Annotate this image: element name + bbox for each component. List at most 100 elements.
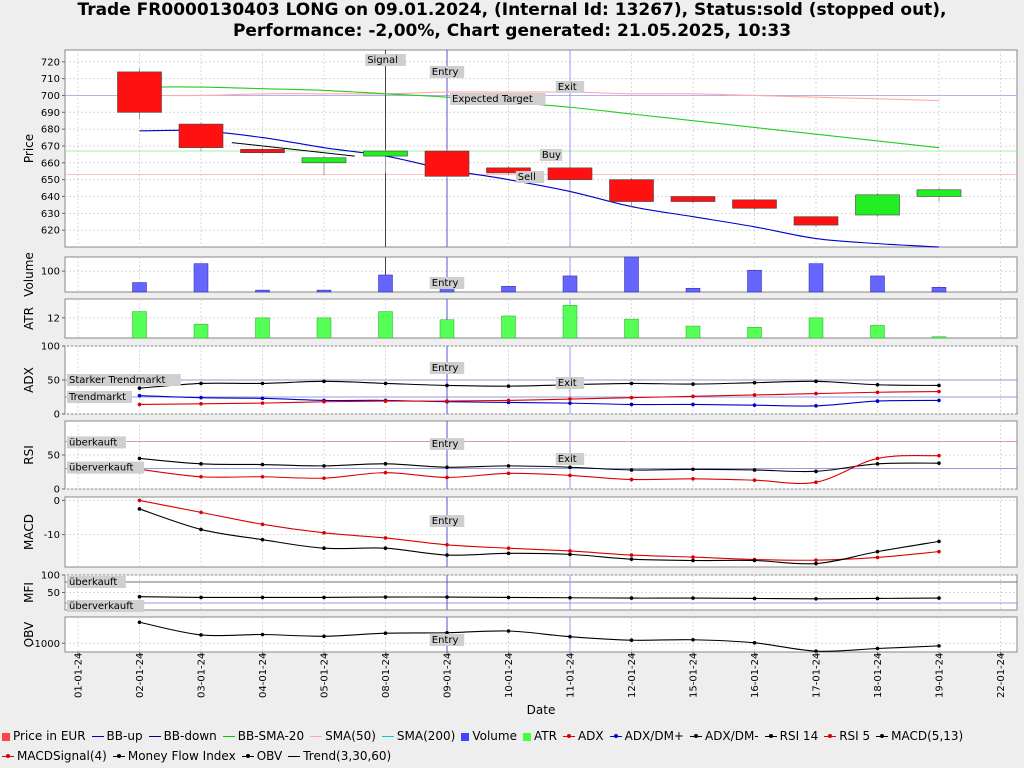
legend-label: BB-SMA-20	[237, 729, 305, 743]
atr-bar	[255, 317, 270, 339]
x-tick-label: 19-01-24	[935, 653, 946, 698]
rsi5-line-point	[199, 474, 203, 479]
chart-legend: Price in EUR BB-up BB-down BB-SMA-20 SMA(50)…	[2, 726, 1022, 766]
legend-label: OBV	[256, 749, 283, 763]
entry-label-volume-text: Entry	[432, 278, 459, 289]
candle-body	[547, 167, 593, 180]
adx-dm-plus-line-point	[814, 404, 818, 408]
mfi-overbought-label-bg	[67, 576, 126, 588]
price-tick-label: 720	[41, 57, 60, 68]
macd-line-point	[875, 549, 880, 554]
exit-label-rsi-text: Exit	[558, 454, 577, 465]
mfi-tick-label: 50	[47, 588, 60, 599]
mfi-line-point	[445, 595, 449, 599]
entry-label-volume: Entry	[429, 277, 465, 289]
legend-item: SMA(200)	[381, 726, 455, 746]
candle-body	[609, 179, 654, 202]
mfi-tick-label: 100	[41, 571, 60, 582]
entry-label-obv: Entry	[429, 634, 465, 646]
rsi14-line-point	[199, 462, 203, 466]
adx-panel: 0 50 100 ADX Starker Trendmarkt Trendmarkt Ent…	[22, 342, 1018, 421]
atr-bar	[870, 325, 885, 339]
macd-signal-line-point	[137, 498, 142, 503]
chart-title-line-1: Trade FR0000130403 LONG on 09.01.2024, (…	[77, 0, 947, 20]
expected-target-label-bg	[450, 93, 546, 105]
atr-bar	[562, 305, 578, 339]
atr-tick-label: 12	[47, 313, 60, 324]
candle-body	[301, 157, 347, 164]
rsi-overbought-label-text: überkauft	[69, 437, 117, 448]
rsi14-line-point	[506, 464, 511, 468]
x-tick-label: 02-01-24	[135, 653, 146, 698]
volume-bar	[808, 263, 824, 293]
x-tick-label: 01-01-24	[74, 653, 85, 698]
atr-bar	[193, 323, 209, 339]
adx-line-point	[875, 390, 880, 395]
obv-line-point	[691, 637, 695, 642]
obv-plot-area	[64, 616, 1018, 653]
obv-line-point	[260, 632, 265, 637]
rsi-tick-label: 50	[47, 451, 60, 462]
rsi5-line-point	[875, 456, 880, 461]
x-tick-label: 04-01-24	[258, 653, 269, 698]
rsi-tick-label: 0	[54, 485, 60, 496]
adx-dm-minus-line-point	[506, 384, 511, 388]
adx-dm-minus-line	[139, 380, 940, 389]
atr-bar	[501, 315, 516, 339]
entry-label-rsi-bg	[429, 438, 465, 450]
macd-signal-line-point	[260, 522, 265, 527]
atr-bar	[624, 318, 639, 339]
rsi-panel: 0 50 RSI überkauft überverkauft Entry Exit	[22, 420, 1018, 496]
volume-tick-label: 100	[41, 267, 60, 278]
rsi5-line-point	[445, 475, 449, 480]
adx-tick-label: 50	[47, 376, 60, 387]
exit-label-bg	[555, 81, 585, 93]
legend-item: BB-down	[148, 726, 217, 746]
price-tick-label: 700	[41, 91, 60, 102]
macd-line-point	[322, 546, 326, 551]
candle-body	[916, 189, 962, 197]
legend-swatch	[310, 736, 323, 737]
rsi14-line-point	[445, 465, 449, 470]
rsi5-line-point	[937, 453, 941, 458]
obv-line-point	[752, 641, 757, 645]
price-tick-label: 690	[41, 108, 60, 119]
macd-signal-line-point	[691, 555, 695, 559]
exit-label-rsi-bg	[555, 453, 585, 465]
x-tick-label: 22-01-24	[996, 653, 1007, 698]
atr-bar	[931, 336, 947, 339]
obv-line-point	[506, 629, 511, 633]
price-tick-label: 710	[41, 74, 60, 85]
signal-label-bg	[365, 54, 406, 66]
macd-line-point	[260, 537, 265, 542]
volume-bar	[132, 282, 147, 293]
entry-label-macd-bg	[429, 515, 465, 527]
legend-label: SMA(50)	[325, 729, 376, 743]
entry-label-adx-text: Entry	[432, 363, 459, 374]
x-tick-label: 05-01-24	[320, 653, 331, 698]
rsi14-line-point	[814, 469, 818, 474]
mfi-line-point	[937, 596, 941, 600]
price-candle	[363, 149, 408, 173]
adx-trend-label-text: Trendmarkt	[68, 392, 126, 403]
volume-bar	[501, 286, 516, 293]
entry-label-adx: Entry	[429, 362, 465, 374]
rsi5-line-point	[506, 471, 511, 476]
entry-label-macd-text: Entry	[432, 516, 459, 527]
price-candle	[240, 147, 285, 155]
rsi5-line-point	[260, 474, 265, 479]
expected-target-label-text: Expected Target	[452, 94, 533, 105]
macd-signal-line-point	[814, 558, 818, 562]
entry-label-obv-text: Entry	[432, 635, 459, 646]
macd-signal-line-point	[629, 553, 634, 557]
macd-signal-line-point	[506, 546, 511, 551]
legend-swatch	[148, 736, 161, 737]
x-tick-label: 12-01-24	[627, 653, 638, 698]
macd-line-point	[199, 527, 203, 532]
price-candle	[793, 216, 839, 227]
legend-label: BB-down	[163, 729, 217, 743]
macd-line-point	[506, 551, 511, 556]
volume-bar	[378, 274, 393, 293]
buy-label-bg	[539, 149, 563, 161]
rsi-oversold-label-bg	[67, 461, 145, 474]
